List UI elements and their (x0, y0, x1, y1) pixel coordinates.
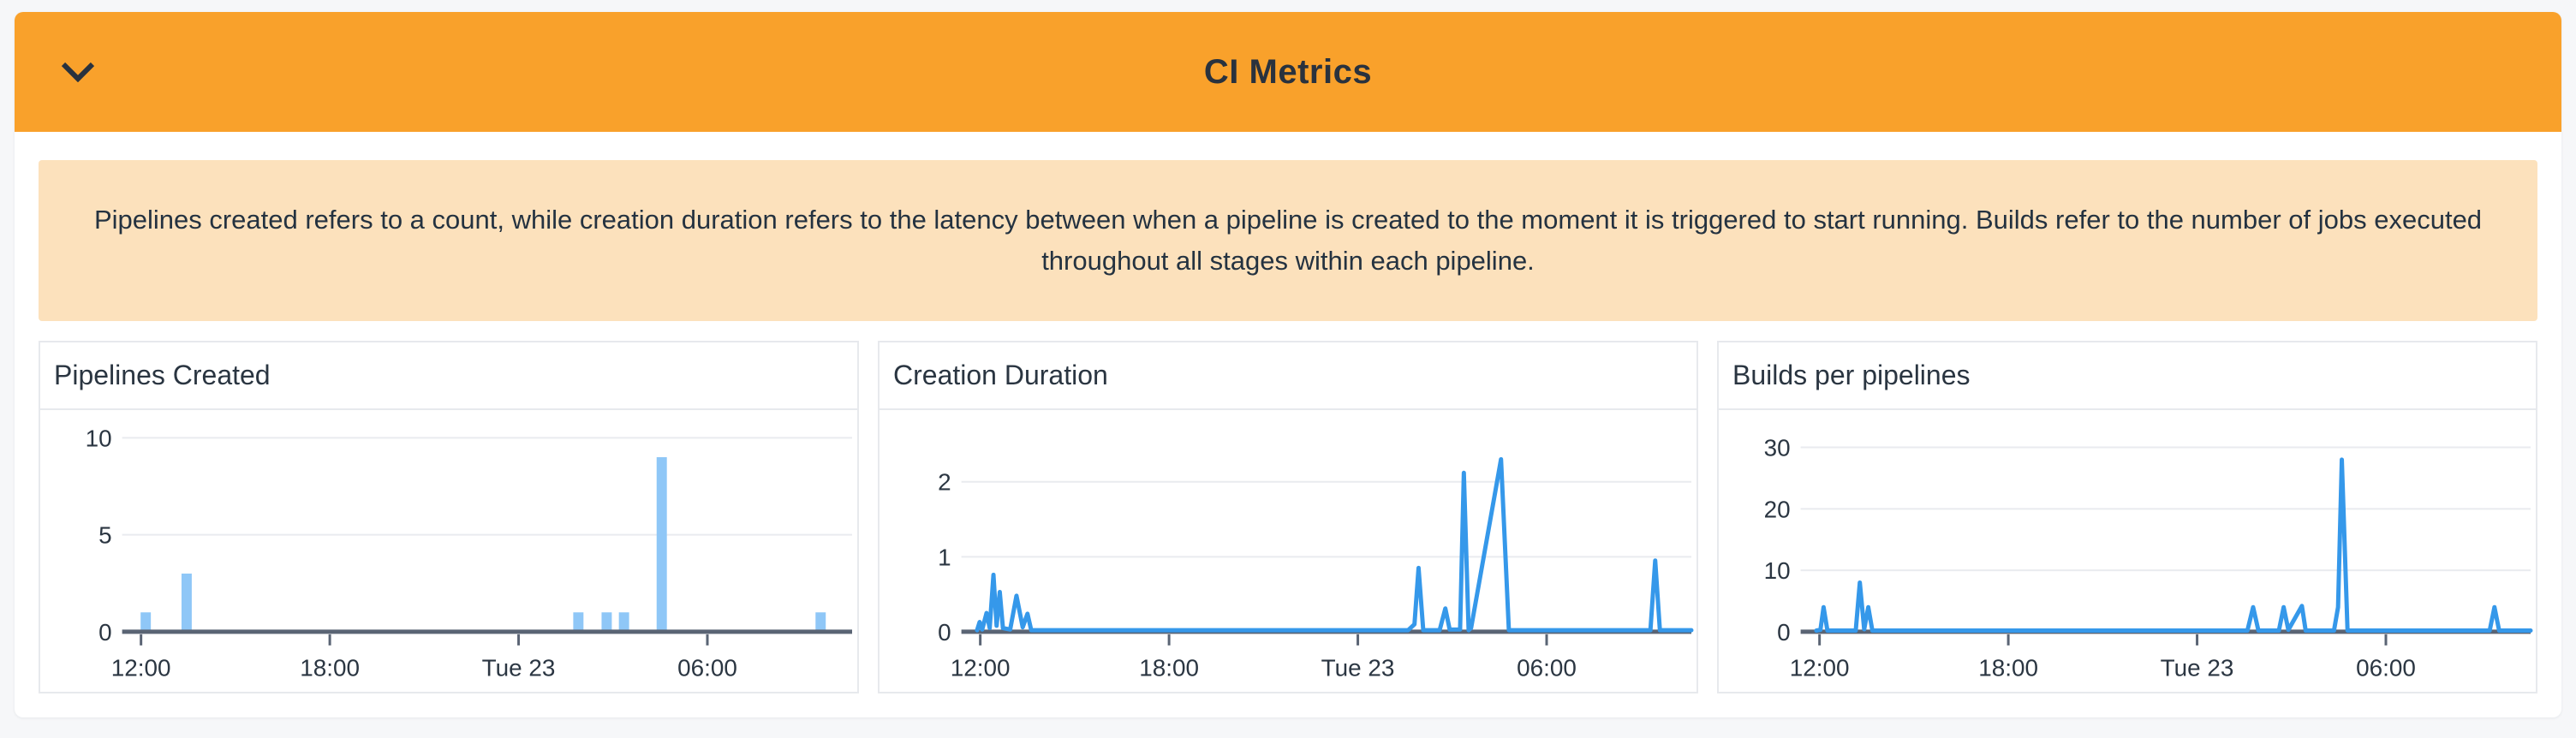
widget-title: CI Metrics (1203, 52, 1373, 91)
widget-header: CI Metrics (15, 12, 2561, 132)
panel-title: Creation Duration (880, 342, 1696, 411)
svg-text:2: 2 (938, 469, 951, 496)
svg-text:1: 1 (938, 544, 951, 570)
svg-text:10: 10 (86, 425, 112, 451)
svg-text:10: 10 (1764, 557, 1791, 584)
chevron-down-icon (61, 62, 95, 85)
metrics-description-text: Pipelines created refers to a count, whi… (93, 205, 2483, 277)
svg-text:18:00: 18:00 (1978, 655, 2038, 681)
svg-text:12:00: 12:00 (951, 655, 1011, 681)
svg-text:06:00: 06:00 (1517, 655, 1577, 681)
svg-text:18:00: 18:00 (1139, 655, 1199, 681)
panel-title: Pipelines Created (40, 342, 857, 411)
creation-duration-chart[interactable]: 12:00 18:00 Tue 23 06:00 0 1 2 (880, 410, 1696, 692)
svg-text:06:00: 06:00 (2356, 655, 2416, 681)
collapse-section-button[interactable] (56, 57, 100, 87)
svg-text:12:00: 12:00 (111, 655, 171, 681)
svg-text:30: 30 (1764, 435, 1791, 461)
pipelines-created-chart[interactable]: 12:00 18:00 Tue 23 06:00 0 5 10 (40, 410, 857, 692)
panel-creation-duration: Creation Duration 12:00 18:00 Tue 23 06:00 0… (878, 341, 1698, 693)
panel-pipelines-created: Pipelines Created 12:00 18:00 Tue 23 06:00 0… (39, 341, 859, 693)
svg-text:0: 0 (98, 619, 112, 646)
builds-per-pipelines-chart[interactable]: 12:00 18:00 Tue 23 06:00 0 10 20 30 (1719, 410, 2536, 692)
svg-text:20: 20 (1764, 496, 1791, 522)
svg-text:0: 0 (938, 619, 951, 646)
ci-metrics-widget: CI Metrics Pipelines created refers to a… (15, 12, 2561, 717)
svg-text:18:00: 18:00 (300, 655, 360, 681)
svg-text:Tue 23: Tue 23 (2161, 655, 2234, 681)
svg-text:Tue 23: Tue 23 (1321, 655, 1395, 681)
metrics-description-notice: Pipelines created refers to a count, whi… (39, 160, 2537, 322)
svg-text:06:00: 06:00 (677, 655, 737, 681)
svg-text:12:00: 12:00 (1790, 655, 1850, 681)
svg-text:5: 5 (98, 522, 112, 549)
panel-title: Builds per pipelines (1719, 342, 2536, 411)
svg-text:0: 0 (1777, 619, 1791, 646)
charts-row: Pipelines Created 12:00 18:00 Tue 23 06:00 0… (39, 341, 2537, 693)
svg-text:Tue 23: Tue 23 (482, 655, 556, 681)
panel-builds-per-pipelines: Builds per pipelines 12:00 18:00 Tue 23 06:… (1717, 341, 2537, 693)
